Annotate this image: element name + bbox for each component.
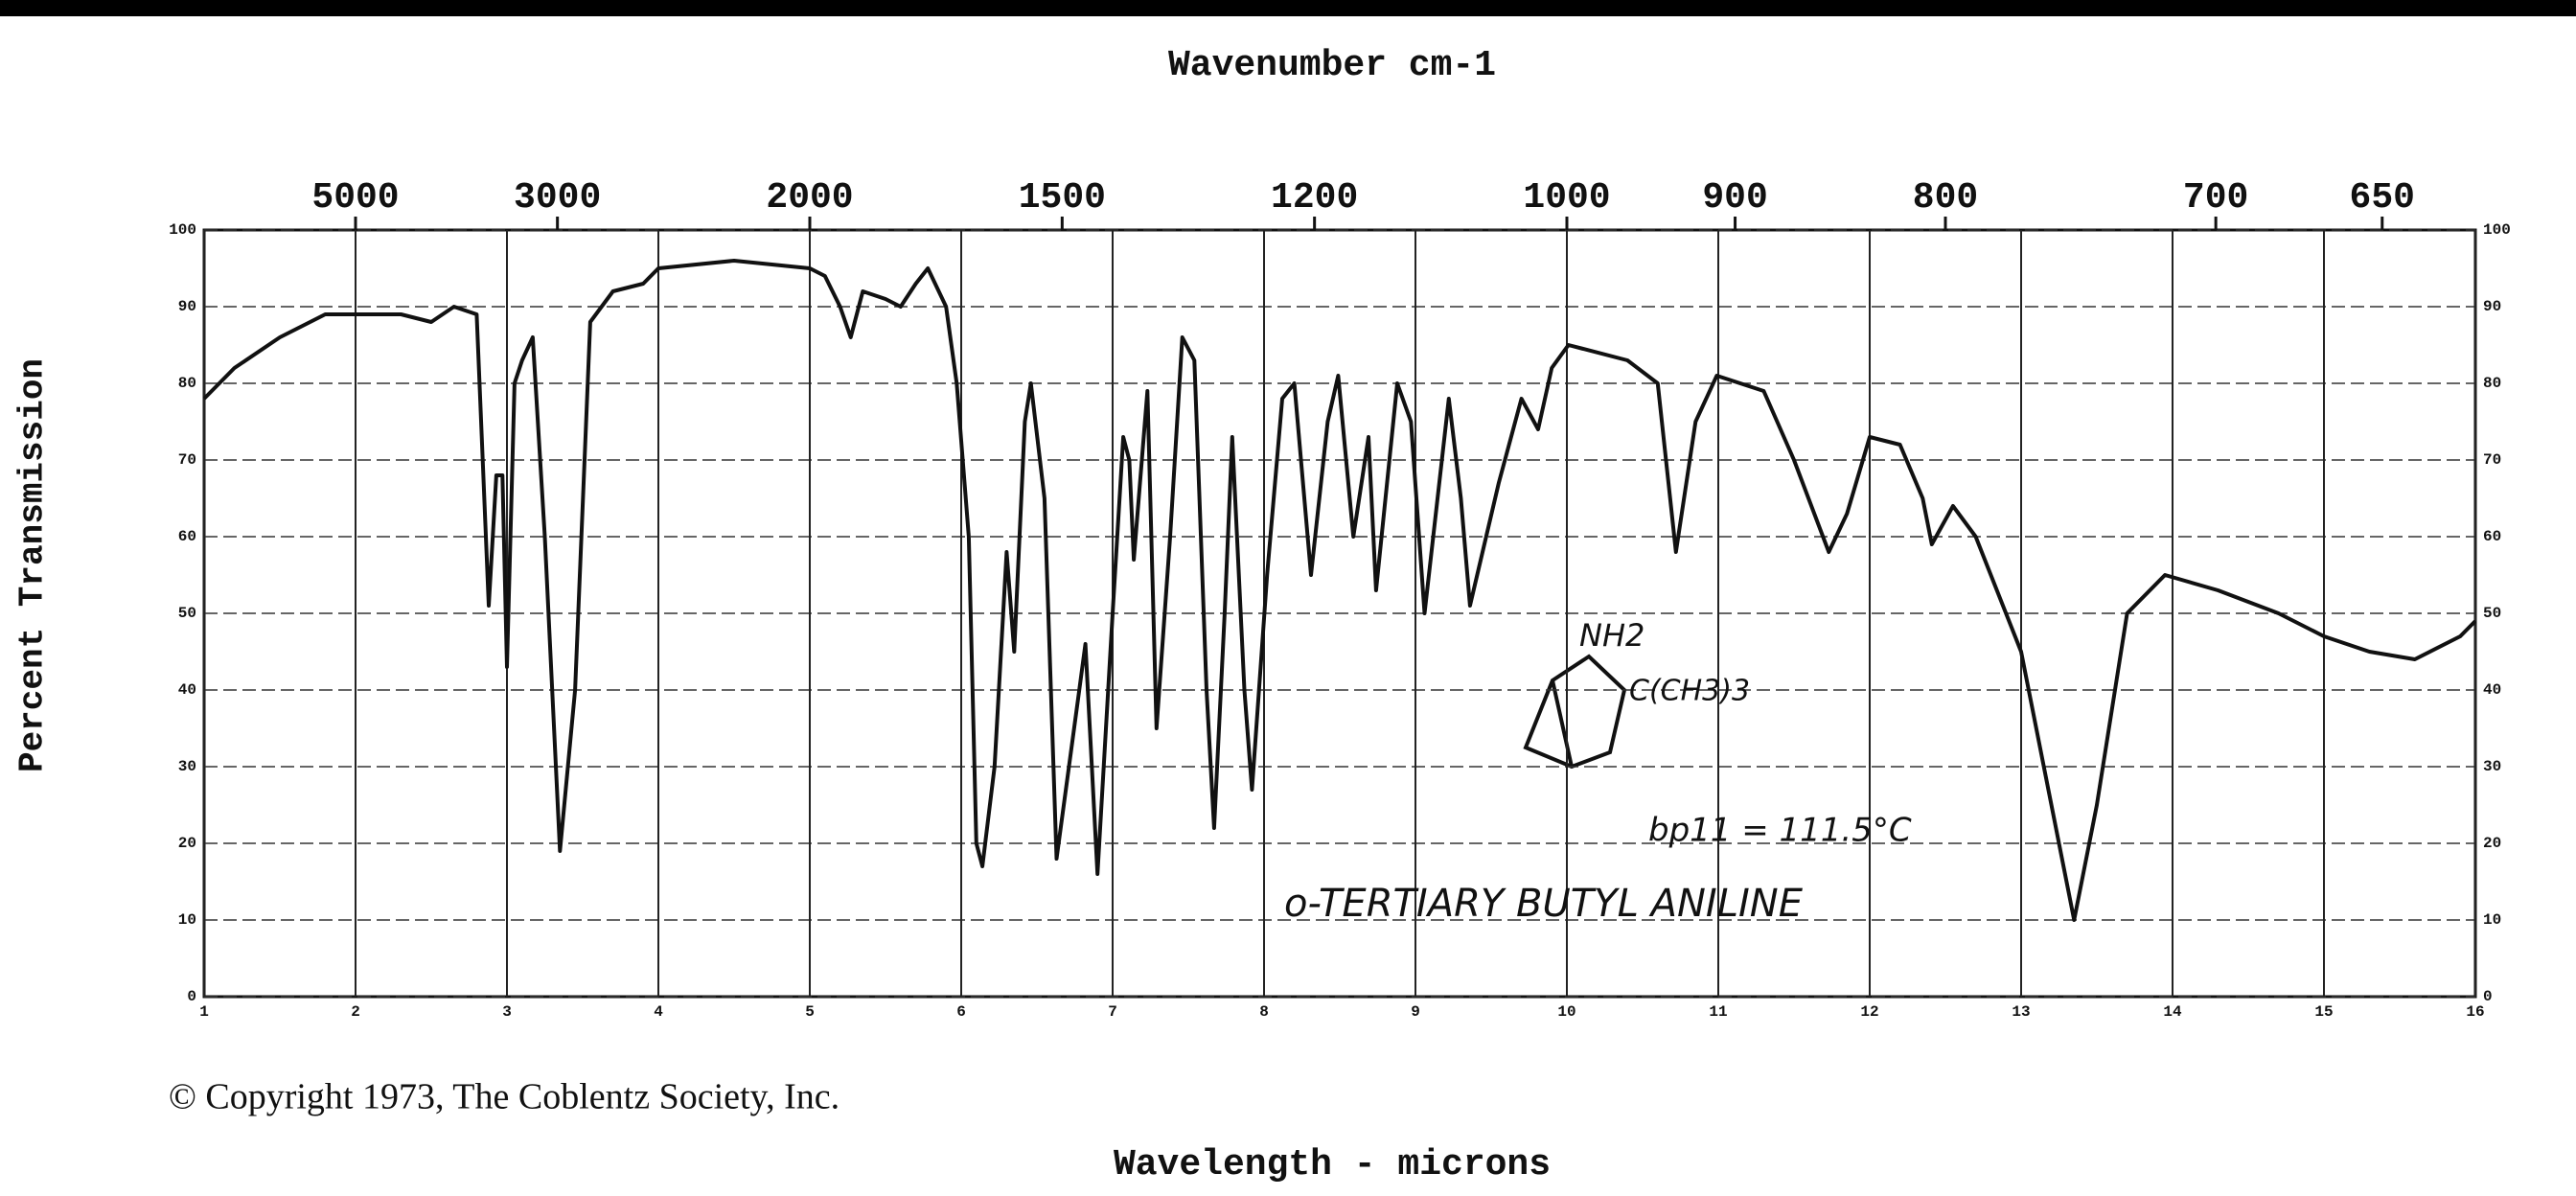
y-tick-label: 40 xyxy=(2483,681,2501,699)
y-tick-label: 0 xyxy=(187,988,196,1005)
y-tick-label: 80 xyxy=(178,375,196,392)
chart-title: Wavenumber cm-1 xyxy=(1168,45,1496,86)
y-axis-label: Percent Transmission xyxy=(13,358,53,772)
y-tick-label: 70 xyxy=(2483,451,2501,469)
top-tick-label: 900 xyxy=(1702,177,1767,218)
top-tick-label: 700 xyxy=(2183,177,2248,218)
x-tick-label: 9 xyxy=(1411,1003,1420,1021)
top-tick-label: 1200 xyxy=(1271,177,1358,218)
x-tick-label: 8 xyxy=(1259,1003,1269,1021)
annotation: bp11 = 111.5°C xyxy=(1648,812,1912,850)
annotation: C(CH3)3 xyxy=(1629,675,1750,708)
top-tick-label: 1000 xyxy=(1523,177,1610,218)
x-tick-label: 4 xyxy=(654,1003,663,1021)
y-tick-label: 80 xyxy=(2483,375,2501,392)
x-tick-label: 1 xyxy=(199,1003,209,1021)
x-tick-label: 5 xyxy=(805,1003,815,1021)
y-tick-label: 0 xyxy=(2483,988,2493,1005)
x-tick-label: 12 xyxy=(1860,1003,1878,1021)
y-tick-label: 60 xyxy=(178,528,196,545)
top-tick-label: 1500 xyxy=(1019,177,1106,218)
x-tick-label: 10 xyxy=(1557,1003,1576,1021)
y-tick-label: 10 xyxy=(178,911,196,929)
y-tick-label: 30 xyxy=(2483,758,2501,775)
annotation: NH2 xyxy=(1579,617,1644,654)
y-tick-label: 40 xyxy=(178,681,196,699)
top-tick-label: 800 xyxy=(1913,177,1978,218)
y-tick-label: 90 xyxy=(2483,298,2501,315)
x-tick-label: 11 xyxy=(1709,1003,1727,1021)
y-tick-label: 70 xyxy=(178,451,196,469)
x-tick-label: 2 xyxy=(351,1003,360,1021)
y-tick-label: 20 xyxy=(2483,835,2501,852)
y-tick-label: 50 xyxy=(2483,605,2501,622)
top-tick-label: 2000 xyxy=(766,177,853,218)
y-tick-label: 90 xyxy=(178,298,196,315)
structure xyxy=(1523,654,1627,770)
y-tick-label: 100 xyxy=(169,221,196,239)
x-tick-label: 14 xyxy=(2163,1003,2182,1021)
y-tick-label: 50 xyxy=(178,605,196,622)
spectrum-line xyxy=(202,259,2477,922)
x-tick-label: 6 xyxy=(956,1003,966,1021)
ring-bond xyxy=(1551,679,1574,768)
top-bar xyxy=(0,0,2576,16)
top-tick-label: 650 xyxy=(2350,177,2415,218)
x-tick-label: 3 xyxy=(502,1003,512,1021)
annotation: o-TERTIARY BUTYL ANILINE xyxy=(1284,882,1804,926)
top-tick-label: 3000 xyxy=(514,177,601,218)
benzene-ring xyxy=(1523,654,1627,770)
y-tick-label: 100 xyxy=(2483,221,2511,239)
y-tick-label: 30 xyxy=(178,758,196,775)
copyright: © Copyright 1973, The Coblentz Society, … xyxy=(169,1077,840,1117)
x-tick-label: 16 xyxy=(2466,1003,2484,1021)
y-tick-label: 60 xyxy=(2483,528,2501,545)
x-axis-label: Wavelength - microns xyxy=(1114,1144,1551,1185)
x-tick-label: 15 xyxy=(2314,1003,2333,1021)
top-tick-label: 5000 xyxy=(311,177,399,218)
x-tick-label: 13 xyxy=(2012,1003,2030,1021)
x-tick-label: 7 xyxy=(1108,1003,1117,1021)
y-tick-label: 10 xyxy=(2483,911,2501,929)
y-tick-label: 20 xyxy=(178,835,196,852)
